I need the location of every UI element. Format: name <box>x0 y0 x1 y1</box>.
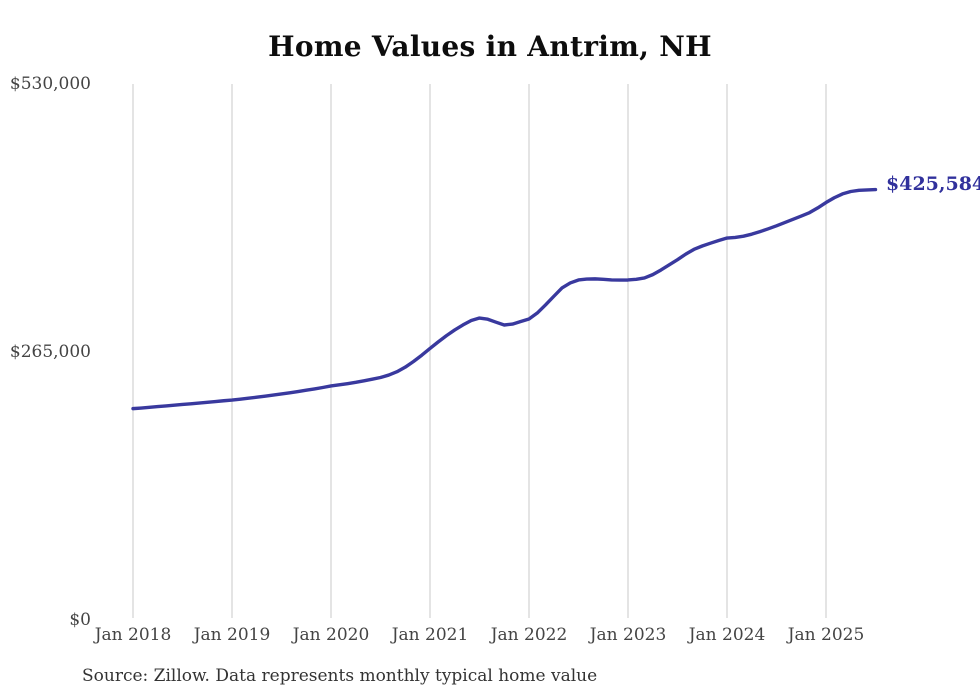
source-note: Source: Zillow. Data represents monthly … <box>82 666 598 686</box>
x-tick-label: Jan 2021 <box>391 625 469 645</box>
y-tick-label: $265,000 <box>9 342 91 362</box>
y-tick-label: $530,000 <box>9 74 91 94</box>
x-tick-label: Jan 2025 <box>787 625 865 645</box>
home-value-line-series <box>131 187 878 411</box>
x-tick-label: Jan 2020 <box>292 625 370 645</box>
x-tick-label: Jan 2024 <box>688 625 766 645</box>
x-tick-label: Jan 2023 <box>589 625 667 645</box>
x-tick-label: Jan 2018 <box>94 625 172 645</box>
y-tick-label: $0 <box>69 610 91 630</box>
x-tick-label: Jan 2019 <box>193 625 271 645</box>
x-tick-label: Jan 2022 <box>490 625 568 645</box>
latest-value-label: $425,584 <box>886 173 980 195</box>
chart-title: Home Values in Antrim, NH <box>268 30 712 63</box>
